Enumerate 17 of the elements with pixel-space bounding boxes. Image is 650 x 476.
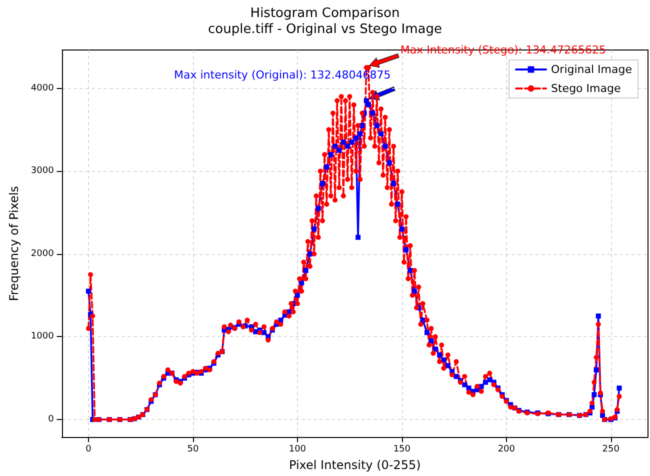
legend-label: Original Image <box>551 63 632 76</box>
y-tick-label: 3000 <box>30 166 54 176</box>
x-tick-label: 250 <box>602 444 620 455</box>
chart-subtitle: couple.tiff - Original vs Stego Image <box>208 22 442 37</box>
chart-title: Histogram Comparison <box>250 6 400 21</box>
x-tick-label: 100 <box>288 444 306 455</box>
y-tick-label: 2000 <box>30 248 54 259</box>
legend-label: Stego Image <box>551 82 621 95</box>
x-axis-title: Pixel Intensity (0-255) <box>288 458 421 472</box>
x-tick-label: 200 <box>498 444 516 455</box>
x-tick-label: 50 <box>187 444 199 455</box>
y-tick-label: 0 <box>48 414 54 425</box>
y-tick-label: 1000 <box>30 332 54 342</box>
y-tick-label: 4000 <box>30 83 54 94</box>
y-axis-title: Frequency of Pixels <box>7 186 21 302</box>
x-tick-label: 150 <box>393 444 411 455</box>
x-tick-label: 0 <box>86 444 92 455</box>
